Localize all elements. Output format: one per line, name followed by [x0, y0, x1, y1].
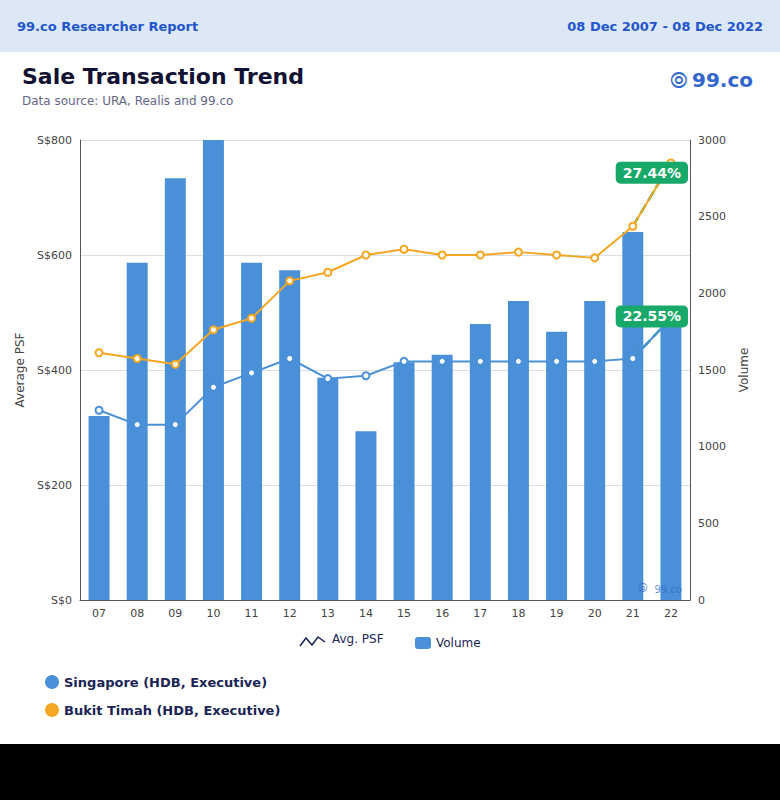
svg-text:Bukit Timah (HDB, Executive): Bukit Timah (HDB, Executive)	[64, 703, 280, 718]
svg-text:1500: 1500	[698, 364, 726, 377]
svg-text:2000: 2000	[698, 287, 726, 300]
svg-text:2500: 2500	[698, 210, 726, 223]
svg-text:S$400: S$400	[37, 364, 72, 377]
svg-text:18: 18	[511, 607, 525, 620]
svg-text:⦾: ⦾	[638, 581, 648, 595]
svg-text:20: 20	[588, 607, 602, 620]
svg-text:Volume: Volume	[737, 348, 751, 393]
svg-text:Data source: URA, Realis and 9: Data source: URA, Realis and 99.co	[22, 94, 233, 108]
svg-text:500: 500	[698, 517, 719, 530]
svg-text:22.55%: 22.55%	[623, 308, 681, 324]
svg-text:1000: 1000	[698, 440, 726, 453]
svg-text:S$0: S$0	[51, 594, 72, 607]
svg-text:99.co Researcher Report: 99.co Researcher Report	[17, 19, 198, 34]
svg-text:21: 21	[626, 607, 640, 620]
svg-text:99.co: 99.co	[692, 68, 753, 92]
svg-text:15: 15	[397, 607, 411, 620]
svg-text:S$200: S$200	[37, 479, 72, 492]
svg-text:07: 07	[92, 607, 106, 620]
svg-text:17: 17	[473, 607, 487, 620]
svg-text:S$800: S$800	[37, 134, 72, 147]
svg-text:99.co: 99.co	[654, 584, 682, 595]
svg-text:⦾: ⦾	[670, 68, 688, 93]
svg-text:12: 12	[283, 607, 297, 620]
svg-text:27.44%: 27.44%	[623, 165, 681, 181]
svg-text:Volume: Volume	[436, 636, 481, 650]
svg-text:13: 13	[321, 607, 335, 620]
svg-text:14: 14	[359, 607, 373, 620]
svg-text:09: 09	[168, 607, 182, 620]
svg-text:16: 16	[435, 607, 449, 620]
svg-text:Avg. PSF: Avg. PSF	[332, 632, 384, 646]
svg-text:08 Dec 2007 - 08 Dec 2022: 08 Dec 2007 - 08 Dec 2022	[567, 19, 763, 34]
svg-text:11: 11	[245, 607, 259, 620]
svg-text:22: 22	[664, 607, 678, 620]
svg-text:0: 0	[698, 594, 705, 607]
svg-text:Average PSF: Average PSF	[13, 332, 27, 407]
svg-text:10: 10	[206, 607, 220, 620]
svg-text:3000: 3000	[698, 134, 726, 147]
svg-text:19: 19	[550, 607, 564, 620]
svg-text:Singapore (HDB, Executive): Singapore (HDB, Executive)	[64, 675, 267, 690]
svg-text:S$600: S$600	[37, 249, 72, 262]
svg-text:Sale Transaction Trend: Sale Transaction Trend	[22, 64, 304, 89]
svg-text:08: 08	[130, 607, 144, 620]
